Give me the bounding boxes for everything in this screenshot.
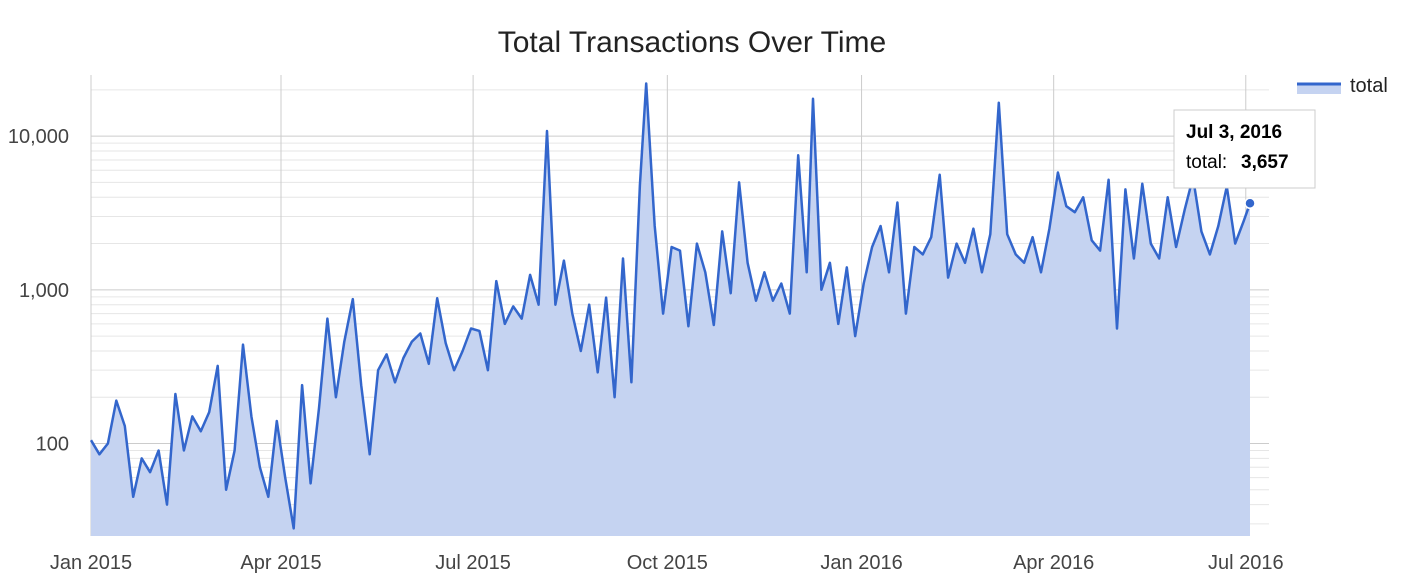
series-total-line (89, 82, 1252, 530)
tooltip: Jul 3, 2016 total: 3,657 (1173, 109, 1316, 189)
tooltip-box (1173, 109, 1316, 189)
x-tick-label: Jul 2015 (435, 552, 511, 574)
y-tick-label: 1,000 (19, 280, 69, 302)
y-tick-label: 10,000 (8, 126, 69, 148)
legend-label-total: total (1350, 75, 1388, 97)
x-tick-label: Apr 2016 (1013, 552, 1094, 574)
y-axis-ticks: 100 1,000 10,000 (8, 126, 69, 455)
y-tick-label: 100 (36, 433, 69, 455)
x-axis-ticks: Jan 2015 Apr 2015 Jul 2015 Oct 2015 Jan 2016… (50, 552, 1284, 574)
legend: total (1297, 75, 1388, 97)
x-tick-label: Apr 2015 (240, 552, 321, 574)
tooltip-value: 3,657 (1241, 152, 1289, 173)
series-total-area (91, 83, 1250, 536)
x-tick-label: Jan 2015 (50, 552, 132, 574)
x-tick-label: Jul 2016 (1208, 552, 1284, 574)
x-tick-label: Jan 2016 (820, 552, 902, 574)
hover-point (1244, 197, 1256, 210)
tooltip-label: total: (1186, 152, 1227, 173)
tooltip-date: Jul 3, 2016 (1186, 122, 1282, 143)
x-tick-label: Oct 2015 (627, 552, 708, 574)
chart-title: Total Transactions Over Time (498, 26, 886, 59)
legend-swatch-fill (1297, 84, 1341, 94)
